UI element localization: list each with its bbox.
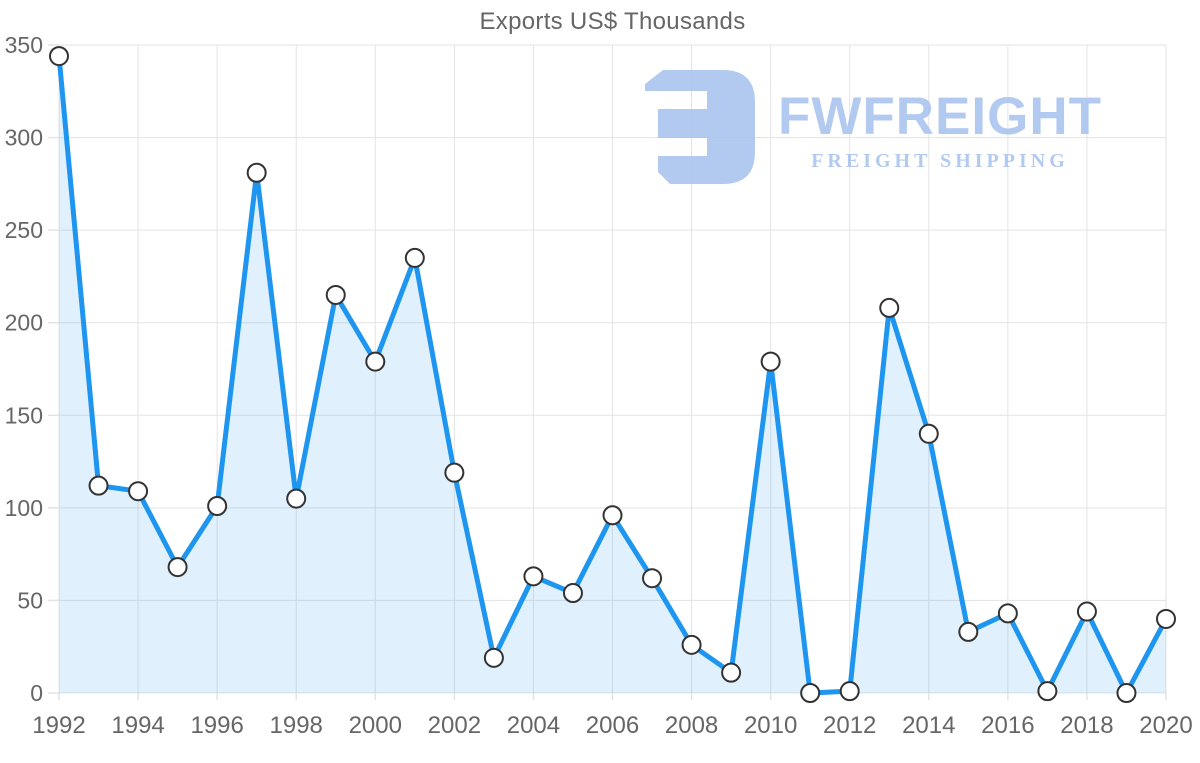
x-tick-label: 2004: [507, 712, 560, 739]
y-tick-label: 150: [5, 402, 43, 428]
data-point-marker: [1076, 601, 1097, 622]
data-point-marker: [88, 475, 109, 496]
x-tick-label: 1994: [111, 712, 164, 739]
data-point-marker: [681, 634, 702, 655]
data-point-marker: [602, 505, 623, 526]
data-point-marker: [444, 462, 465, 483]
data-point-marker: [365, 351, 386, 372]
data-point-marker: [839, 681, 860, 702]
x-tick-label: 2010: [744, 712, 797, 739]
data-point-marker: [958, 621, 979, 642]
data-point-marker: [483, 647, 504, 668]
x-tick-label: 2002: [428, 712, 481, 739]
x-tick-label: 2000: [349, 712, 402, 739]
y-tick-label: 50: [17, 587, 43, 613]
x-tick-label: 1996: [190, 712, 243, 739]
data-point-marker: [562, 583, 583, 604]
y-tick-label: 200: [5, 310, 43, 336]
data-point-marker: [286, 488, 307, 509]
y-tick-label: 100: [5, 495, 43, 521]
data-point-marker: [1156, 608, 1176, 629]
data-point-marker: [997, 603, 1018, 624]
data-point-marker: [207, 496, 228, 517]
x-tick-label: 2018: [1060, 712, 1113, 739]
data-point-marker: [167, 557, 188, 578]
y-tick-label: 350: [5, 32, 43, 58]
x-tick-label: 2014: [902, 712, 955, 739]
x-tick-label: 1992: [32, 712, 85, 739]
data-point-marker: [721, 662, 742, 683]
series-area-fill: [59, 56, 1166, 693]
x-tick-label: 2016: [981, 712, 1034, 739]
data-point-marker: [800, 683, 821, 703]
data-point-marker: [246, 162, 267, 183]
data-point-marker: [523, 566, 544, 587]
data-point-marker: [760, 351, 781, 372]
data-point-marker: [128, 481, 149, 502]
y-tick-label: 300: [5, 125, 43, 151]
x-tick-label: 2006: [586, 712, 639, 739]
chart-title: Exports US$ Thousands: [479, 8, 746, 35]
data-point-marker: [918, 423, 939, 444]
x-tick-label: 2012: [823, 712, 876, 739]
y-tick-label: 0: [30, 680, 43, 706]
data-point-marker: [1116, 683, 1137, 703]
data-point-marker: [642, 568, 663, 589]
data-point-marker: [1037, 681, 1058, 702]
x-tick-label: 2008: [665, 712, 718, 739]
data-point-marker: [49, 46, 69, 67]
x-tick-label: 2020: [1139, 712, 1192, 739]
data-point-marker: [325, 284, 346, 305]
data-point-marker: [404, 247, 425, 268]
x-tick-label: 1998: [270, 712, 323, 739]
data-point-marker: [879, 297, 900, 318]
y-tick-label: 250: [5, 217, 43, 243]
